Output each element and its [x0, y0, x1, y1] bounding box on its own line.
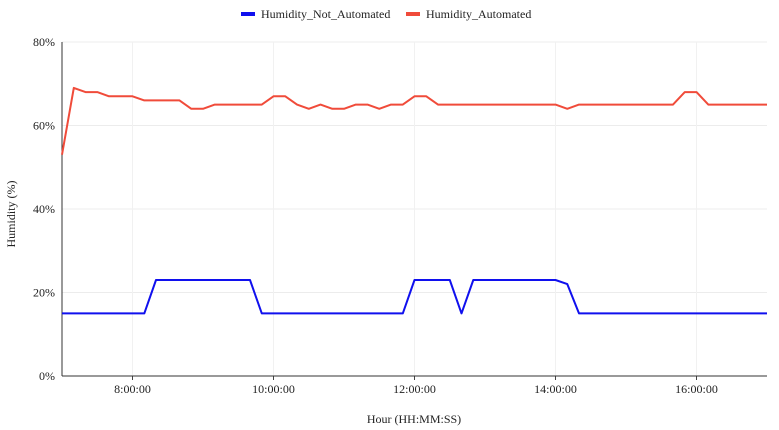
x-tick-label: 16:00:00 [675, 382, 718, 396]
axes [61, 42, 767, 380]
x-tick-label: 12:00:00 [393, 382, 436, 396]
x-tick-label: 10:00:00 [252, 382, 295, 396]
legend-label: Humidity_Not_Automated [261, 7, 390, 21]
y-tick-label: 80% [33, 35, 55, 49]
y-tick-label: 60% [33, 119, 55, 133]
legend-swatch [406, 12, 420, 16]
x-axis-title: Hour (HH:MM:SS) [367, 412, 461, 426]
tick-labels: 0% 20% 40% 60% 80% 8:00:00 10:00:00 12:00:00 14:… [33, 35, 718, 396]
series-lines [61, 86, 767, 315]
y-axis-title: Humidity (%) [4, 181, 18, 248]
legend-item[interactable]: Humidity_Automated [406, 7, 531, 21]
legend-label: Humidity_Automated [426, 7, 531, 21]
x-tick-label: 14:00:00 [534, 382, 577, 396]
legend-item[interactable]: Humidity_Not_Automated [241, 7, 390, 21]
series-line-automated [61, 86, 767, 155]
y-tick-label: 40% [33, 202, 55, 216]
legend[interactable]: Humidity_Not_Automated Humidity_Automated [241, 7, 531, 21]
x-tick-label: 8:00:00 [114, 382, 151, 396]
grid-lines [62, 41, 767, 377]
series-line-not-automated [62, 279, 767, 315]
y-tick-label: 20% [33, 286, 55, 300]
legend-swatch [241, 12, 255, 16]
y-tick-label: 0% [39, 369, 55, 383]
